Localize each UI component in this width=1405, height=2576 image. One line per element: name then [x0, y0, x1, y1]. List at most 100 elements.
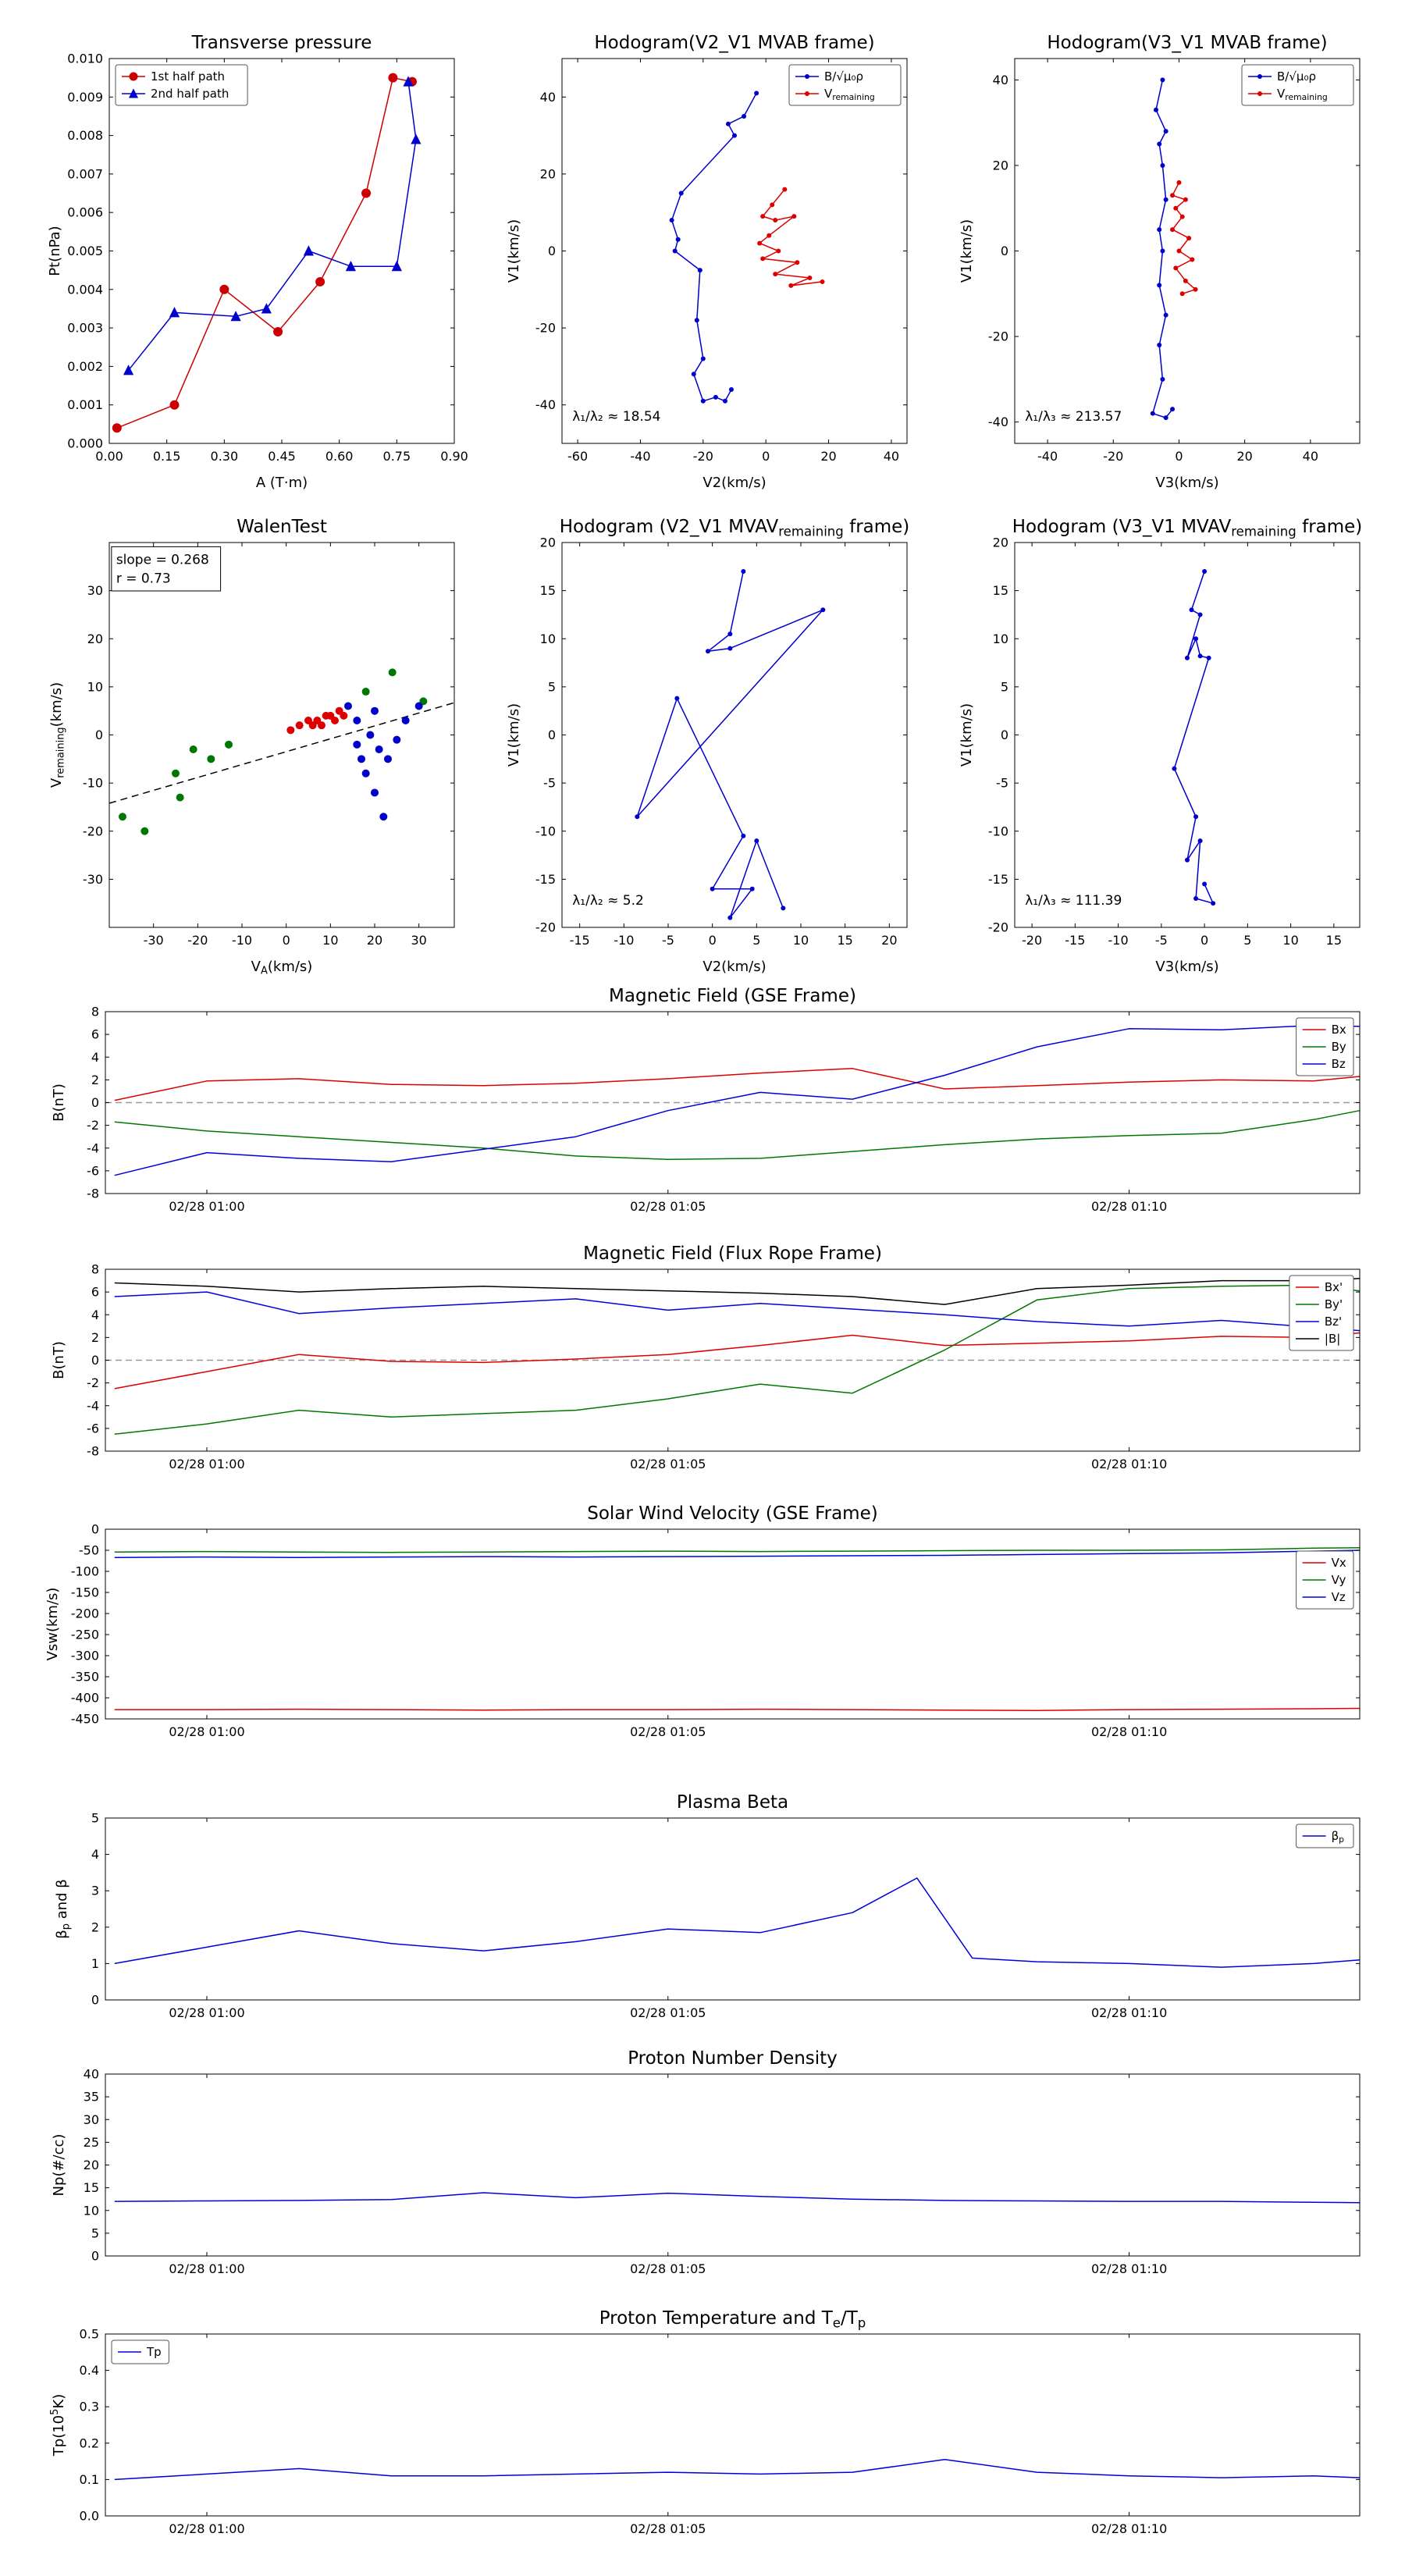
svg-text:-20: -20 [988, 920, 1008, 935]
svg-text:V2(km/s): V2(km/s) [702, 959, 766, 975]
svg-text:VA(km/s): VA(km/s) [251, 959, 313, 977]
svg-text:λ₁/λ₃ ≈ 111.39: λ₁/λ₃ ≈ 111.39 [1025, 893, 1122, 909]
svg-text:0: 0 [548, 728, 556, 742]
svg-text:V3(km/s): V3(km/s) [1155, 475, 1218, 491]
svg-text:15: 15 [837, 933, 852, 948]
svg-text:02/28 01:10: 02/28 01:10 [1091, 2005, 1167, 2020]
svg-text:-10: -10 [614, 933, 634, 948]
svg-text:40: 40 [84, 2067, 99, 2082]
chart-hodogram-v2v1-mvab: -60 -40 -20 0 20 40 -40 -20 0 20 40 Hodogram(V2_V1 … [506, 33, 908, 491]
svg-text:-5: -5 [662, 933, 674, 948]
svg-text:0.75: 0.75 [383, 449, 411, 464]
svg-text:Vremaining(km/s): Vremaining(km/s) [48, 682, 67, 788]
chart-walen-test: -30 -20 -10 0 10 20 30 -30 -20 -10 0 10 20 30 WalenTes… [48, 517, 455, 977]
svg-text:02/28 01:10: 02/28 01:10 [1091, 1457, 1167, 1471]
chart-hodogram-v3v1-mvab: -40 -20 0 20 40 -40 -20 0 20 40 Hodogram(V3_V1 MVA… [959, 33, 1361, 491]
svg-text:-100: -100 [71, 1564, 99, 1579]
svg-text:-5: -5 [543, 776, 556, 791]
svg-text:-15: -15 [570, 933, 590, 948]
svg-text:By: By [1332, 1040, 1346, 1054]
svg-text:-20: -20 [1103, 449, 1123, 464]
svg-text:6: 6 [91, 1285, 99, 1300]
svg-text:02/28 01:00: 02/28 01:00 [169, 1724, 244, 1739]
svg-text:02/28 01:00: 02/28 01:00 [169, 1457, 244, 1471]
svg-text:10: 10 [322, 933, 338, 948]
svg-text:02/28 01:10: 02/28 01:10 [1091, 2521, 1167, 2536]
svg-text:V2(km/s): V2(km/s) [702, 475, 766, 491]
svg-text:λ₁/λ₂ ≈ 18.54: λ₁/λ₂ ≈ 18.54 [572, 409, 660, 425]
svg-text:0: 0 [91, 1353, 99, 1368]
svg-text:0: 0 [91, 1095, 99, 1110]
svg-text:3: 3 [91, 1884, 99, 1898]
svg-text:30: 30 [87, 583, 103, 598]
svg-text:0.3: 0.3 [80, 2400, 99, 2414]
svg-text:0.2: 0.2 [80, 2435, 99, 2450]
svg-text:02/28 01:00: 02/28 01:00 [169, 2521, 244, 2536]
svg-text:10: 10 [1282, 933, 1298, 948]
svg-text:15: 15 [540, 583, 556, 598]
svg-text:2: 2 [91, 1330, 99, 1345]
svg-text:-10: -10 [988, 824, 1008, 838]
svg-text:B/√μ₀ρ: B/√μ₀ρ [824, 69, 863, 84]
svg-text:4: 4 [91, 1050, 99, 1065]
svg-text:0: 0 [283, 933, 290, 948]
svg-text:Vz: Vz [1332, 1590, 1346, 1604]
svg-text:-20: -20 [83, 824, 103, 838]
svg-text:Hodogram (V3_V1 MVAVremaining: Hodogram (V3_V1 MVAVremaining frame) [1012, 517, 1363, 539]
svg-text:Magnetic Field (GSE Frame): Magnetic Field (GSE Frame) [609, 986, 856, 1006]
svg-text:02/28 01:10: 02/28 01:10 [1091, 1199, 1167, 1214]
svg-text:10: 10 [793, 933, 809, 948]
svg-text:-40: -40 [1037, 449, 1058, 464]
svg-text:35: 35 [84, 2090, 99, 2105]
svg-text:r = 0.73: r = 0.73 [116, 571, 171, 586]
svg-text:-5: -5 [1155, 933, 1168, 948]
chart-solar-wind-velocity: 02/28 01:00 02/28 01:05 02/28 01:10 -450 -40… [44, 1503, 1361, 1739]
svg-text:0: 0 [709, 933, 717, 948]
svg-text:0.00: 0.00 [95, 449, 123, 464]
svg-text:40: 40 [884, 449, 899, 464]
svg-text:0.009: 0.009 [67, 90, 103, 105]
svg-text:40: 40 [993, 73, 1008, 87]
svg-text:Proton Number Density: Proton Number Density [628, 2048, 838, 2069]
svg-text:1st half path: 1st half path [151, 69, 225, 84]
svg-text:V1(km/s): V1(km/s) [959, 219, 975, 283]
svg-text:5: 5 [1243, 933, 1251, 948]
svg-text:Vsw(km/s): Vsw(km/s) [44, 1588, 61, 1661]
svg-text:V1(km/s): V1(km/s) [506, 219, 522, 283]
svg-text:0.60: 0.60 [325, 449, 354, 464]
svg-text:02/28 01:00: 02/28 01:00 [169, 2261, 244, 2276]
svg-text:Solar Wind Velocity (GSE Frame: Solar Wind Velocity (GSE Frame) [587, 1503, 877, 1524]
svg-text:Bz: Bz [1332, 1057, 1346, 1071]
svg-text:-450: -450 [71, 1712, 99, 1727]
svg-text:02/28 01:05: 02/28 01:05 [630, 1457, 706, 1471]
chart-magnetic-field-flux-rope: 02/28 01:00 02/28 01:05 02/28 01:10 -8 -6 -4 -… [51, 1244, 1361, 1471]
svg-text:02/28 01:05: 02/28 01:05 [630, 1199, 706, 1214]
svg-text:20: 20 [881, 933, 897, 948]
chart-magnetic-field-gse: 02/28 01:00 02/28 01:05 02/28 01:10 -8 -6 -4 -… [51, 986, 1361, 1214]
svg-text:B/√μ₀ρ: B/√μ₀ρ [1277, 69, 1316, 84]
svg-text:02/28 01:05: 02/28 01:05 [630, 1724, 706, 1739]
svg-text:0: 0 [548, 244, 556, 258]
svg-text:0.006: 0.006 [67, 205, 103, 220]
svg-text:0: 0 [1200, 933, 1208, 948]
svg-text:10: 10 [993, 632, 1008, 646]
svg-text:20: 20 [820, 449, 836, 464]
svg-text:0.4: 0.4 [80, 2363, 99, 2378]
svg-text:02/28 01:05: 02/28 01:05 [630, 2261, 706, 2276]
chart-hodogram-v2v1-mvav: -15 -10 -5 0 5 10 15 20 -20 -15 -10 -5 0 5 10 15 20 Hodog… [506, 517, 909, 975]
svg-text:-10: -10 [83, 776, 103, 791]
svg-text:Plasma Beta: Plasma Beta [677, 1792, 788, 1813]
svg-text:βp and β: βp and β [54, 1879, 73, 1939]
svg-text:02/28 01:10: 02/28 01:10 [1091, 1724, 1167, 1739]
svg-text:0.005: 0.005 [67, 244, 103, 258]
svg-text:1: 1 [91, 1956, 99, 1971]
svg-text:8: 8 [91, 1262, 99, 1277]
svg-text:-20: -20 [1022, 933, 1042, 948]
chart-proton-number-density: 02/28 01:00 02/28 01:05 02/28 01:10 0 5 10 15 2… [51, 2048, 1361, 2276]
svg-text:-15: -15 [1065, 933, 1085, 948]
svg-text:0.003: 0.003 [67, 321, 103, 336]
svg-text:02/28 01:00: 02/28 01:00 [169, 1199, 244, 1214]
svg-text:2: 2 [91, 1073, 99, 1087]
svg-text:4: 4 [91, 1847, 99, 1862]
